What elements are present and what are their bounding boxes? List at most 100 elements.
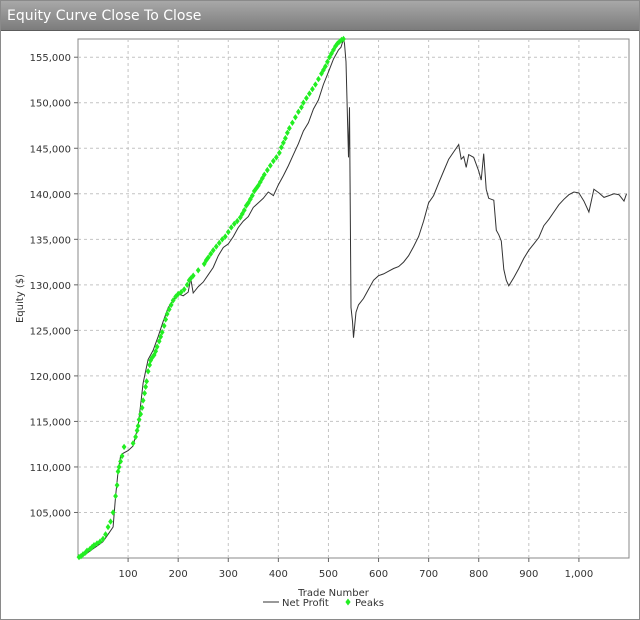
peak-marker (166, 306, 172, 313)
peak-marker (119, 452, 125, 460)
peak-marker (115, 468, 121, 475)
x-tick-label: 800 (469, 569, 488, 580)
peak-marker (261, 171, 267, 178)
legend-net-profit-label: Net Profit (282, 598, 329, 609)
peak-marker (219, 236, 225, 243)
peak-marker (264, 166, 270, 174)
peak-marker (341, 35, 346, 43)
peak-marker (118, 458, 123, 465)
peak-marker (140, 397, 146, 404)
y-tick-label: 140,000 (30, 190, 71, 201)
y-tick-label: 145,000 (30, 144, 71, 155)
peak-marker (284, 129, 290, 136)
peak-marker (103, 531, 108, 538)
peak-marker (280, 139, 286, 146)
peak-marker (292, 114, 298, 121)
y-tick-label: 120,000 (30, 372, 71, 383)
peak-marker (184, 281, 190, 289)
peak-marker (178, 288, 184, 296)
peak-marker (251, 187, 257, 195)
peak-marker (190, 272, 196, 279)
peak-marker (114, 481, 120, 489)
x-tick-label: 500 (319, 569, 338, 580)
peak-marker (323, 63, 328, 70)
peak-marker (301, 99, 306, 106)
peak-marker (83, 549, 88, 556)
peak-marker (138, 410, 144, 418)
peak-marker (241, 206, 247, 214)
peak-marker (97, 538, 103, 545)
peak-marker (237, 214, 243, 221)
peak-marker (181, 286, 187, 293)
peak-marker (337, 38, 342, 45)
peak-marker (228, 224, 234, 231)
x-tick-label: 400 (269, 569, 288, 580)
peak-marker (310, 85, 315, 93)
peak-marker (299, 104, 304, 111)
peak-marker (213, 243, 219, 250)
peak-marker (142, 389, 148, 397)
peak-marker (145, 368, 151, 375)
x-tick-label: 300 (219, 569, 238, 580)
peak-marker (234, 217, 240, 225)
peak-marker (105, 523, 111, 531)
peak-marker (222, 233, 228, 240)
peak-marker (163, 316, 169, 323)
peak-marker (243, 202, 249, 209)
peak-marker (313, 81, 318, 88)
peak-marker (161, 322, 167, 330)
peak-marker (91, 542, 97, 549)
peak-marker (147, 361, 153, 369)
peak-marker (276, 149, 282, 157)
legend-peaks-swatch (345, 598, 351, 606)
legend-peaks-label: Peaks (355, 598, 384, 609)
peak-marker (134, 427, 140, 434)
peak-marker (231, 220, 237, 228)
window-title: Equity Curve Close To Close (1, 1, 639, 31)
x-axis-label: Trade Number (297, 588, 370, 599)
peak-marker (168, 301, 174, 309)
y-tick-label: 110,000 (30, 463, 71, 474)
x-tick-label: 1,000 (565, 569, 594, 580)
peak-marker (278, 144, 284, 151)
peak-marker (270, 157, 276, 165)
peak-marker (205, 254, 211, 261)
peak-marker (195, 267, 201, 274)
x-tick-label: 600 (369, 569, 388, 580)
peak-marker (158, 333, 164, 340)
peak-marker (164, 310, 170, 318)
peak-marker (135, 422, 141, 430)
peak-marker (316, 75, 321, 83)
peak-marker (144, 378, 150, 385)
x-tick-label: 700 (419, 569, 438, 580)
peak-marker (100, 535, 106, 543)
peak-marker (170, 297, 176, 304)
y-tick-label: 155,000 (30, 53, 71, 64)
peak-marker (130, 440, 136, 447)
peak-marker (210, 247, 216, 254)
peak-marker (282, 135, 288, 142)
plot-area (77, 38, 630, 559)
peak-marker (136, 416, 142, 423)
peak-marker (225, 228, 231, 236)
peak-marker (121, 443, 127, 451)
peak-marker (154, 343, 160, 350)
peak-marker (113, 492, 118, 500)
peak-marker (94, 540, 100, 547)
peak-marker (267, 162, 273, 169)
y-tick-label: 115,000 (30, 417, 71, 428)
peak-marker (89, 543, 95, 551)
peak-marker (289, 119, 295, 126)
peak-marker (153, 348, 159, 355)
peak-marker (286, 125, 292, 132)
peak-marker (139, 404, 145, 411)
peak-marker (327, 54, 332, 61)
x-tick-label: 100 (119, 569, 138, 580)
peak-marker (304, 94, 309, 102)
peak-marker (159, 328, 165, 336)
y-tick-label: 105,000 (30, 508, 71, 519)
y-tick-label: 130,000 (30, 281, 71, 292)
peak-marker (216, 239, 222, 247)
peak-marker (307, 90, 312, 97)
